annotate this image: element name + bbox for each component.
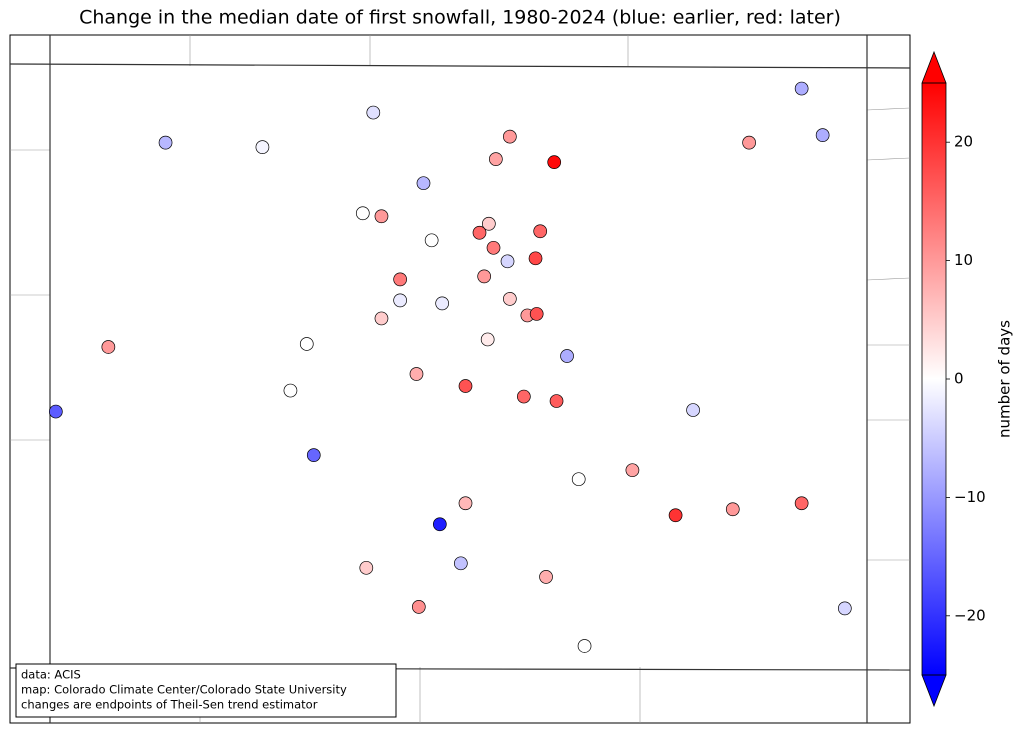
station-point — [686, 403, 700, 417]
station-point — [48, 404, 63, 419]
station-point — [101, 340, 116, 354]
station-point — [158, 135, 173, 150]
map-frame — [9, 34, 911, 724]
station-point — [453, 556, 468, 571]
station-point — [571, 472, 586, 487]
station-point — [528, 251, 543, 266]
colorbar-label: number of days — [996, 320, 1014, 438]
colorbar-extend-high — [921, 50, 947, 84]
station-point — [374, 311, 389, 326]
station-point — [299, 337, 314, 351]
colorbar-extend-low — [921, 674, 947, 708]
colorbar-scale — [922, 83, 946, 675]
station-point — [359, 560, 374, 575]
station-point — [533, 224, 548, 239]
station-point — [503, 292, 517, 306]
station-point — [503, 129, 517, 144]
station-point — [366, 105, 381, 120]
station-point — [306, 448, 321, 462]
note: data: ACIS — [21, 668, 81, 682]
colorbar-tick-label: 0 — [954, 370, 964, 388]
colorbar: −20 −10 0 10 20 — [921, 50, 986, 708]
station-point — [458, 379, 473, 393]
station-point — [432, 517, 447, 532]
station-point — [539, 569, 553, 584]
station-point — [500, 254, 515, 269]
station-point — [458, 496, 473, 511]
station-point — [255, 140, 270, 154]
station-point — [416, 176, 431, 191]
station-point — [411, 600, 426, 614]
station-point — [560, 349, 574, 363]
station-point — [481, 216, 496, 231]
station-point — [794, 496, 809, 511]
colorbar-outline — [921, 82, 947, 676]
station-point — [668, 508, 683, 523]
station-point — [424, 233, 439, 248]
colorbar-tick-label: 10 — [954, 251, 973, 269]
station-point — [725, 502, 740, 517]
station-point — [547, 155, 562, 170]
station-point — [517, 389, 531, 404]
station-point — [742, 135, 756, 150]
station-point — [409, 367, 424, 381]
colorbar-tick-label: 20 — [954, 133, 973, 151]
station-point — [577, 639, 592, 653]
station-point — [435, 296, 450, 311]
station-point — [480, 332, 495, 347]
station-point — [815, 128, 830, 142]
points — [48, 81, 852, 653]
note: map: Colorado Climate Center/Colorado St… — [21, 683, 347, 697]
station-point — [393, 293, 407, 308]
station-point — [477, 269, 492, 284]
station-point — [625, 463, 640, 478]
station-point — [393, 272, 407, 287]
station-point — [794, 81, 809, 96]
colorbar-tick-label: −20 — [954, 606, 986, 624]
station-point — [529, 307, 544, 321]
station-point — [549, 394, 564, 408]
colorbar-tick-label: −10 — [954, 488, 986, 506]
chart-title: Change in the median date of first snowf… — [79, 7, 841, 29]
station-point — [488, 152, 503, 167]
note: changes are endpoints of Theil-Sen trend… — [21, 698, 318, 712]
station-point — [486, 240, 501, 255]
station-point — [283, 383, 298, 398]
note-box — [15, 663, 397, 718]
station-point — [837, 601, 852, 616]
station-point — [374, 209, 389, 224]
station-point — [355, 206, 370, 221]
station-point — [472, 225, 487, 240]
